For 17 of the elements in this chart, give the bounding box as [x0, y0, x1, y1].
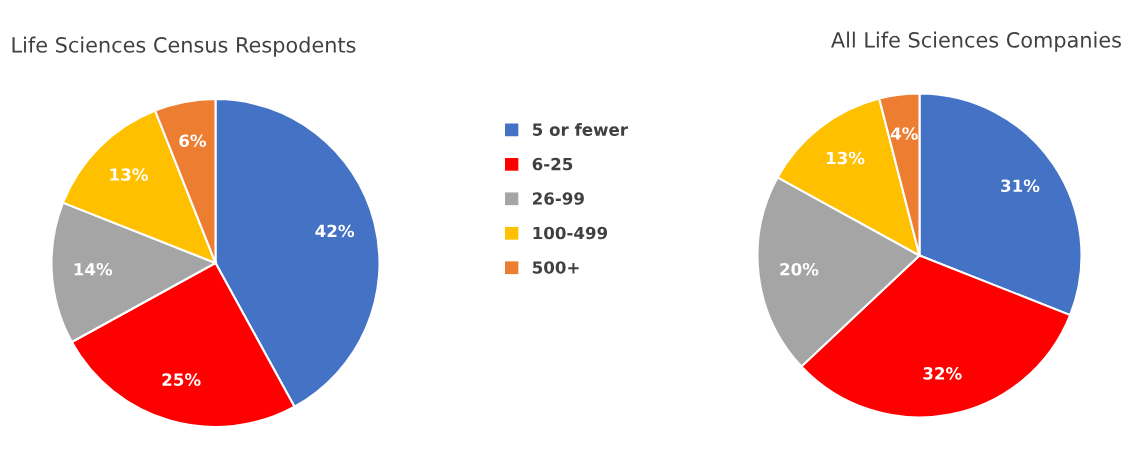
data-label: 25%: [162, 373, 201, 386]
legend-label: 500+: [532, 261, 579, 274]
data-label: 14%: [74, 262, 113, 276]
legend-label: 5 or fewer: [532, 123, 628, 136]
data-label: 31%: [1001, 179, 1040, 193]
data-label: 42%: [315, 224, 355, 238]
data-label: 6%: [179, 134, 207, 148]
data-label: 13%: [826, 151, 865, 165]
chart-title: Life Sciences Census Respodents: [12, 36, 356, 57]
data-label: 32%: [923, 367, 962, 380]
legend-label: 26-99: [532, 192, 584, 205]
legend-label: 100-499: [533, 226, 608, 240]
legend-label: 6-25: [532, 157, 573, 171]
chart-title: All Life Sciences Companies: [831, 31, 1121, 52]
data-label: 4%: [890, 127, 918, 140]
data-label: 20%: [780, 262, 819, 276]
data-label: 13%: [110, 168, 148, 181]
